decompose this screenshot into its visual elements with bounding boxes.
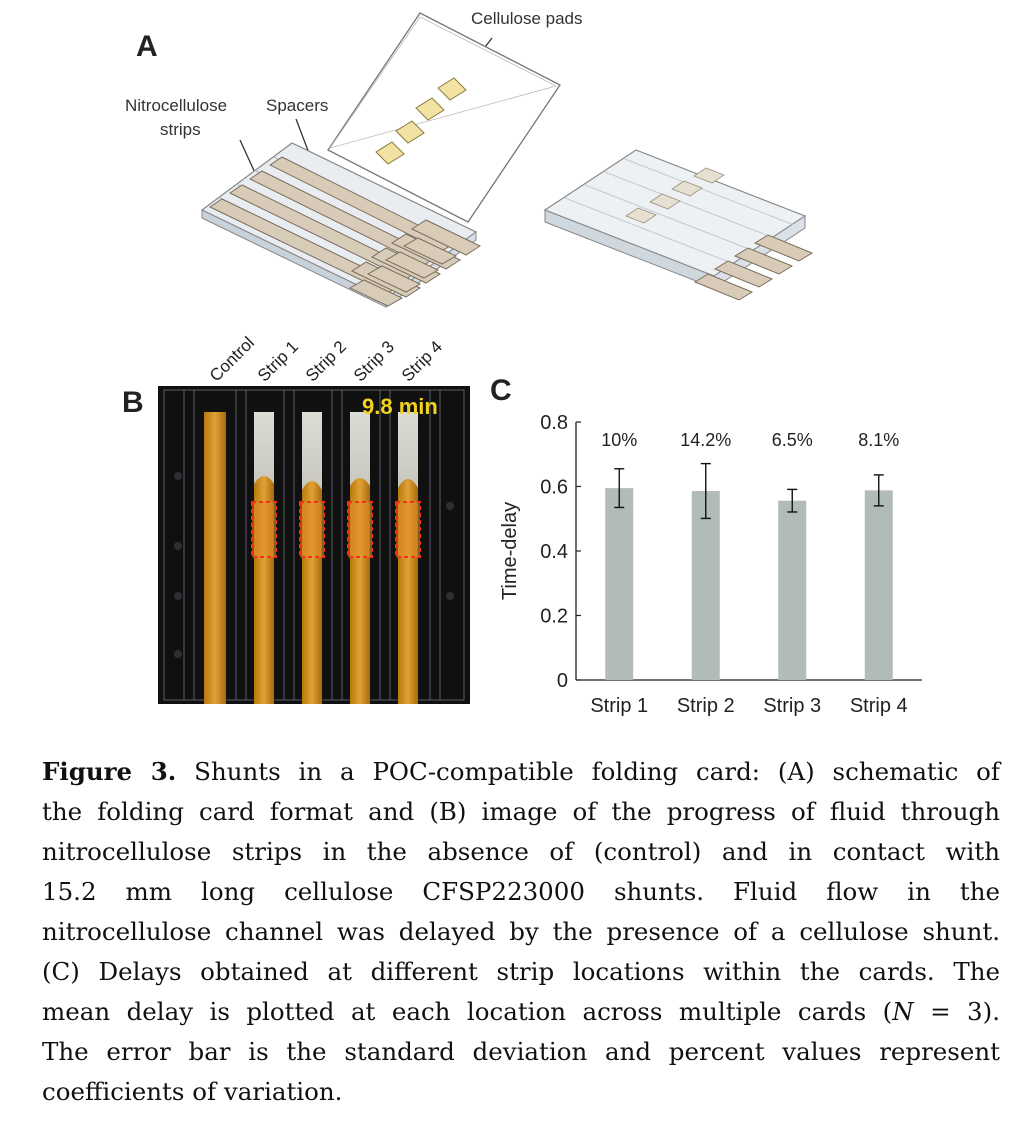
folding-card-schematic: [200, 12, 814, 308]
shunt-box-2: [299, 501, 325, 558]
label-spacers: Spacers: [266, 96, 329, 115]
caption-line-7b: = 3).: [913, 997, 1000, 1026]
fluid-progress-photo: [158, 386, 470, 704]
bar-3: [778, 500, 807, 680]
cv-label-1: 10%: [601, 430, 637, 450]
label-nitrocellulose-strips: strips: [160, 120, 201, 139]
figure-caption: Figure 3. Shunts in a POC-compatible fol…: [42, 752, 1000, 1112]
time-delay-bar-chart: 0 0.2 0.4 0.6 0.8 Time-delay 10% Strip 1 14.2% S…: [499, 412, 922, 717]
chart-error-bars: [614, 462, 884, 520]
strip-tail: [410, 219, 482, 256]
cv-label-4: 8.1%: [858, 430, 899, 450]
photo-drawing: [158, 386, 470, 704]
x-tick-label-4: Strip 4: [850, 695, 908, 717]
caption-line-4: 15.2 mm long cellulose CFSP223000 shunts…: [42, 877, 1000, 906]
bar-1: [605, 488, 634, 680]
x-tick-label-1: Strip 1: [590, 695, 648, 717]
card-lid: [327, 12, 561, 223]
caption-n: N: [892, 997, 914, 1026]
elapsed-time-label: 9.8 min: [362, 394, 438, 419]
cellulose-pad: [415, 97, 445, 121]
y-tick-label: 0.6: [540, 477, 568, 499]
chart-labels: 10% Strip 1 14.2% Strip 2 6.5% Strip 3 8.1% Str…: [590, 430, 907, 717]
x-tick-label-3: Strip 3: [763, 695, 821, 717]
control-strip: [204, 412, 226, 704]
panel-a-letter: A: [136, 30, 158, 63]
caption-label: Figure 3.: [42, 757, 177, 786]
caption-line-9: coefficients of variation.: [42, 1077, 343, 1106]
bar-4: [864, 490, 893, 680]
caption-line-2: the folding card format and (B) image of…: [42, 797, 1000, 826]
y-tick-label: 0.8: [540, 412, 568, 434]
label-nitrocellulose: Nitrocellulose: [125, 96, 228, 115]
shunt-box-3: [347, 501, 373, 558]
caption-line-1: Shunts in a POC-compatible folding card:…: [176, 757, 1000, 786]
panel-c-letter: C: [490, 374, 512, 407]
label-cellulose-pads: Cellulose pads: [471, 9, 583, 28]
strip-label-1: Strip 1: [253, 337, 303, 386]
strip-label-control: Control: [205, 333, 259, 386]
caption-line-8: The error bar is the standard deviation …: [42, 1037, 1000, 1066]
card-base: [200, 142, 482, 308]
y-tick-label: 0.4: [540, 541, 568, 563]
strip-label-4: Strip 4: [397, 337, 447, 386]
y-tick-label: 0.2: [540, 606, 568, 628]
chart-axes: 0 0.2 0.4 0.6 0.8 Time-delay: [499, 412, 922, 692]
cellulose-pad: [375, 141, 405, 165]
cellulose-pad: [395, 120, 425, 144]
y-axis-label: Time-delay: [499, 502, 521, 600]
chart-bars: [605, 488, 893, 680]
closed-card: [543, 149, 814, 301]
caption-line-6: (C) Delays obtained at different strip l…: [42, 957, 1000, 986]
caption-line-5: nitrocellulose channel was delayed by th…: [42, 917, 1000, 946]
strip-label-2: Strip 2: [301, 337, 351, 386]
shunt-box-4: [395, 501, 421, 558]
cellulose-pad: [437, 77, 467, 101]
cv-label-2: 14.2%: [680, 430, 731, 450]
cv-label-3: 6.5%: [772, 430, 813, 450]
caption-line-7a: mean delay is plotted at each location a…: [42, 997, 893, 1026]
y-tick-label: 0: [557, 670, 568, 692]
panel-b-letter: B: [122, 386, 144, 419]
x-tick-label-2: Strip 2: [677, 695, 735, 717]
shunt-box-1: [251, 501, 277, 558]
caption-line-3: nitrocellulose strips in the absence of …: [42, 837, 1000, 866]
strip-label-3: Strip 3: [349, 337, 399, 386]
bar-2: [691, 491, 720, 680]
